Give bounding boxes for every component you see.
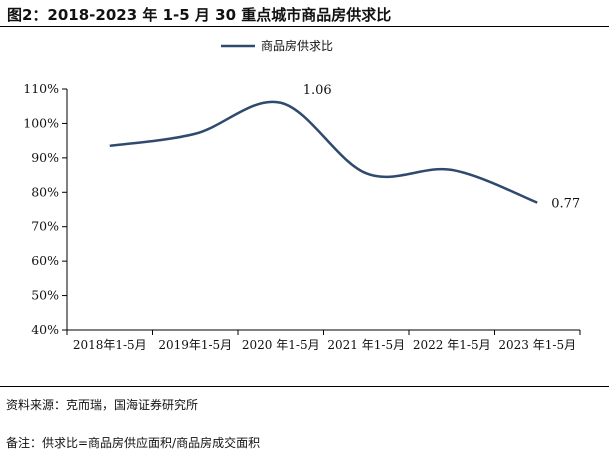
y-tick-label: 40% (31, 322, 59, 337)
data-label: 1.06 (303, 83, 332, 98)
x-tick-label: 2021 年1-5月 (327, 338, 405, 352)
source-text: 资料来源：克而瑞，国海证券研究所 (6, 398, 199, 412)
line-chart: 40% 50% 60% 70% 80% 90% 100% 110% 2018年1-5月 2019年… (23, 38, 581, 352)
x-tick-label: 2022 年1-5月 (413, 338, 491, 352)
data-label: 0.77 (551, 197, 580, 212)
source-rule (0, 386, 609, 387)
y-tick-label: 90% (31, 150, 59, 165)
x-tick-label: 2020 年1-5月 (242, 338, 320, 352)
legend-label: 商品房供求比 (261, 38, 333, 53)
x-tick-label: 2023 年1-5月 (498, 338, 576, 352)
series-line (109, 100, 538, 204)
note-text: 备注：供求比=商品房供应面积/商品房成交面积 (6, 436, 261, 450)
y-tick-label: 100% (23, 115, 59, 130)
title-rule (0, 26, 609, 27)
x-tick-label: 2018年1-5月 (73, 338, 147, 352)
x-tick-label: 2019年1-5月 (158, 338, 232, 352)
y-tick-label: 80% (31, 184, 59, 199)
y-tick-label: 50% (31, 288, 59, 303)
figure-title: 图2：2018-2023 年 1-5 月 30 重点城市商品房供求比 (7, 6, 392, 24)
y-tick-label: 60% (31, 253, 59, 268)
y-tick-label: 110% (23, 81, 59, 96)
y-tick-label: 70% (31, 219, 59, 234)
